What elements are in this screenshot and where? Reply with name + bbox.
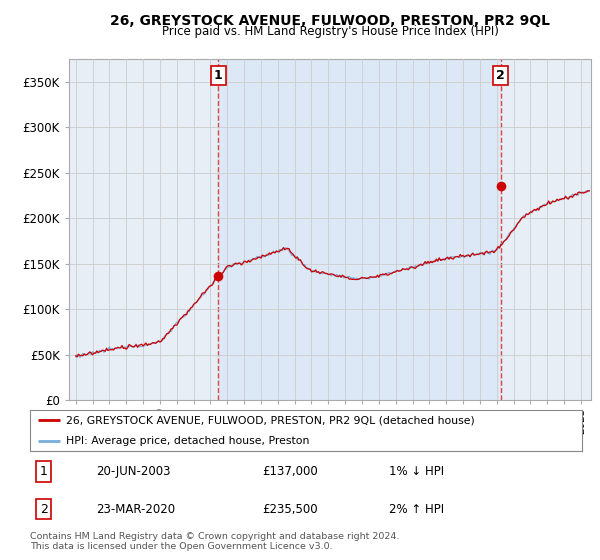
Text: 1% ↓ HPI: 1% ↓ HPI [389,465,444,478]
Text: 26, GREYSTOCK AVENUE, FULWOOD, PRESTON, PR2 9QL: 26, GREYSTOCK AVENUE, FULWOOD, PRESTON, … [110,14,550,28]
Text: 20-JUN-2003: 20-JUN-2003 [96,465,171,478]
Text: Price paid vs. HM Land Registry's House Price Index (HPI): Price paid vs. HM Land Registry's House … [161,25,499,38]
Text: £235,500: £235,500 [262,502,317,516]
Text: 1: 1 [214,69,223,82]
Text: 26, GREYSTOCK AVENUE, FULWOOD, PRESTON, PR2 9QL (detached house): 26, GREYSTOCK AVENUE, FULWOOD, PRESTON, … [66,415,475,425]
Text: 2% ↑ HPI: 2% ↑ HPI [389,502,444,516]
Text: This data is licensed under the Open Government Licence v3.0.: This data is licensed under the Open Gov… [30,542,332,550]
Text: 1: 1 [40,465,48,478]
Text: Contains HM Land Registry data © Crown copyright and database right 2024.: Contains HM Land Registry data © Crown c… [30,532,400,541]
Text: 2: 2 [496,69,505,82]
Text: £137,000: £137,000 [262,465,317,478]
Text: 23-MAR-2020: 23-MAR-2020 [96,502,175,516]
Text: HPI: Average price, detached house, Preston: HPI: Average price, detached house, Pres… [66,436,309,446]
Text: 2: 2 [40,502,48,516]
Bar [218,59,500,400]
